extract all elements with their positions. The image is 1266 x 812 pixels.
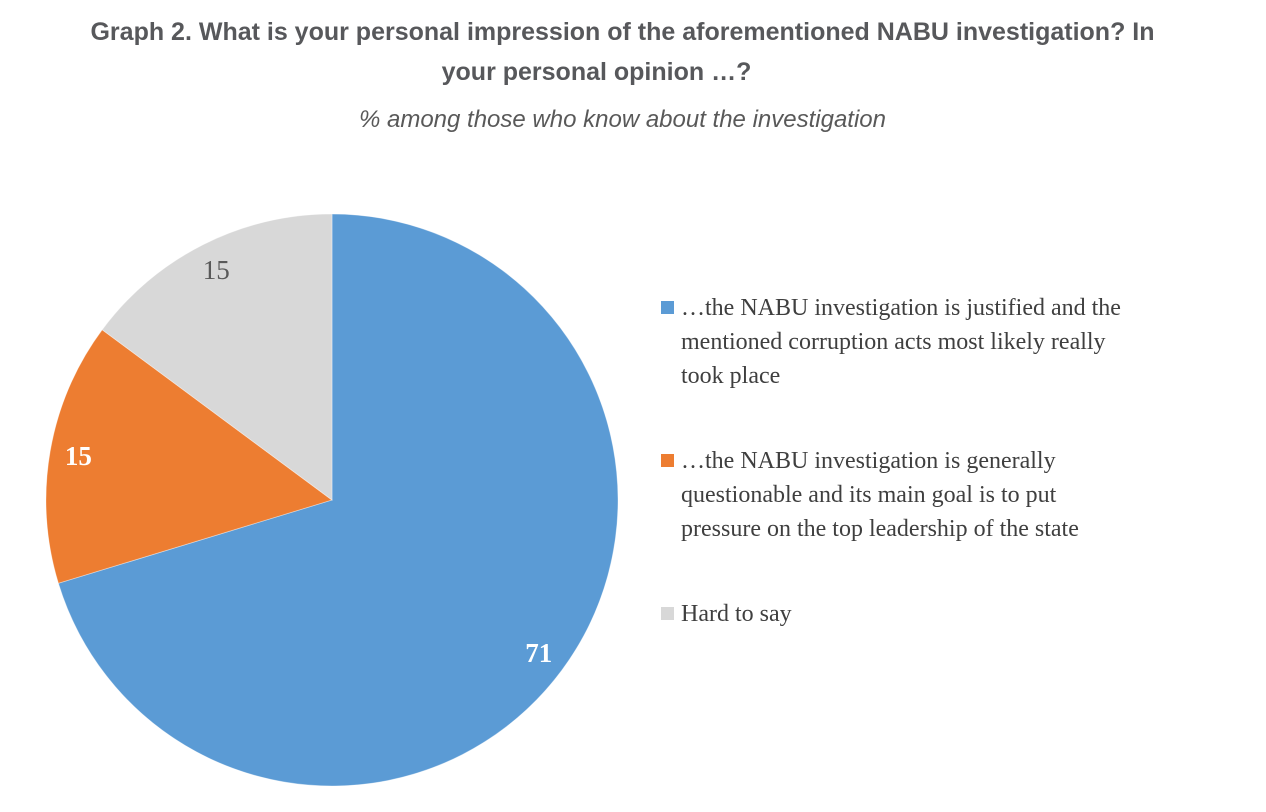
legend-marker-icon [661,301,674,314]
legend-item-0: …the NABU investigation is justified and… [661,291,1126,393]
legend-marker-icon [661,454,674,467]
legend-label: Hard to say [681,601,792,627]
legend-label: …the NABU investigation is justified and… [681,295,1121,389]
pie-value-label-0: 71 [525,638,552,668]
chart-subtitle: % among those who know about the investi… [358,106,886,133]
chart-header: Graph 2. What is your personal impressio… [0,12,1245,136]
pie-slice-0 [57,213,619,787]
pie-value-label-2: 15 [203,255,230,285]
pie-value-label-1: 15 [65,441,92,471]
legend-marker-icon [661,607,674,620]
pie-slice-2 [101,213,333,501]
chart-legend: …the NABU investigation is justified and… [661,291,1126,682]
chart-title-line-1: Graph 2. What is your personal impressio… [90,18,1155,46]
pie-chart: 71 15 15 [45,213,619,787]
pie-slice-1 [45,329,333,584]
legend-item-2: Hard to say [661,597,1126,631]
legend-label: …the NABU investigation is generally que… [681,448,1079,542]
legend-item-1: …the NABU investigation is generally que… [661,444,1126,546]
chart-title-line-2: your personal opinion …? [441,58,752,86]
